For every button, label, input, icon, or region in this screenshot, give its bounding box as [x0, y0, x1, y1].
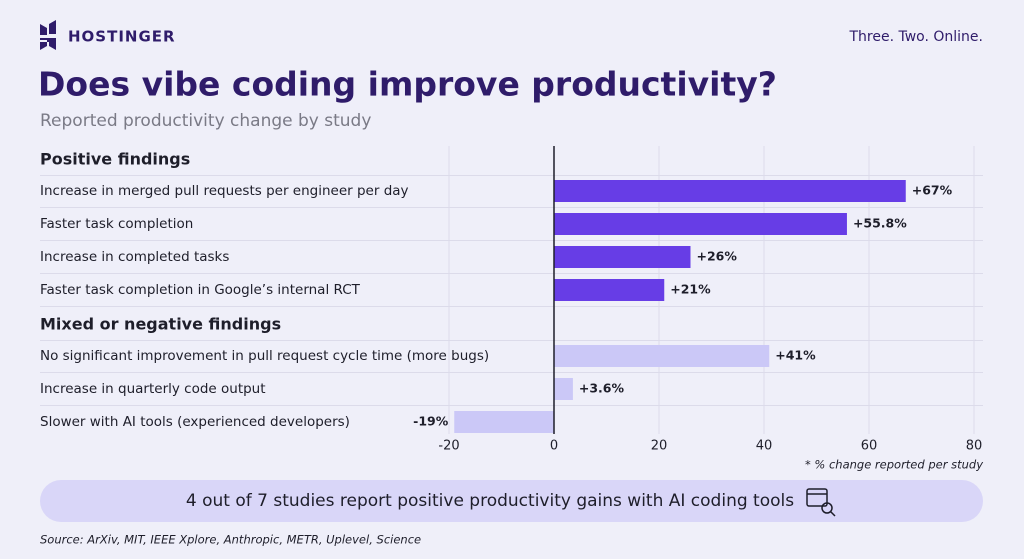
x-tick-label: 0	[550, 439, 558, 454]
bar	[554, 180, 906, 202]
chart-title: Does vibe coding improve productivity?	[38, 65, 777, 104]
category-label: Faster task completion	[40, 216, 193, 232]
category-label: No significant improvement in pull reque…	[40, 348, 489, 364]
x-tick-label: 80	[966, 439, 983, 454]
category-label: Increase in completed tasks	[40, 249, 229, 265]
value-label: +21%	[670, 282, 711, 297]
bar	[554, 213, 847, 235]
value-label: +55.8%	[853, 216, 907, 231]
x-tick-label: 60	[861, 439, 878, 454]
bar	[554, 378, 573, 400]
tagline: Three. Two. Online.	[848, 29, 983, 45]
x-tick-label: -20	[438, 439, 459, 454]
category-label: Increase in merged pull requests per eng…	[40, 183, 409, 199]
bar	[554, 345, 770, 367]
banner-icon	[806, 488, 836, 517]
value-label: -19%	[413, 414, 449, 429]
x-tick-label: 40	[756, 439, 773, 454]
group-label: Positive findings	[40, 150, 190, 169]
x-tick-label: 20	[651, 439, 668, 454]
group-label: Mixed or negative findings	[40, 315, 281, 334]
banner: 4 out of 7 studies report positive produ…	[186, 491, 794, 511]
value-label: +41%	[775, 348, 816, 363]
value-label: +26%	[697, 249, 738, 264]
source: Source: ArXiv, MIT, IEEE Xplore, Anthrop…	[40, 533, 421, 547]
category-label: Increase in quarterly code output	[40, 381, 266, 397]
note: * % change reported per study	[805, 458, 983, 472]
bar	[554, 279, 665, 301]
logo-icon	[40, 20, 56, 50]
banner-box	[40, 480, 983, 522]
value-label: +3.6%	[579, 381, 625, 396]
bar	[454, 411, 554, 433]
chart-subtitle: Reported productivity change by study	[40, 111, 371, 131]
category-label: Faster task completion in Google’s inter…	[40, 282, 361, 298]
category-label: Slower with AI tools (experienced develo…	[40, 414, 350, 430]
brand: HOSTINGER	[68, 28, 176, 46]
bar	[554, 246, 691, 268]
value-label: +67%	[912, 183, 953, 198]
